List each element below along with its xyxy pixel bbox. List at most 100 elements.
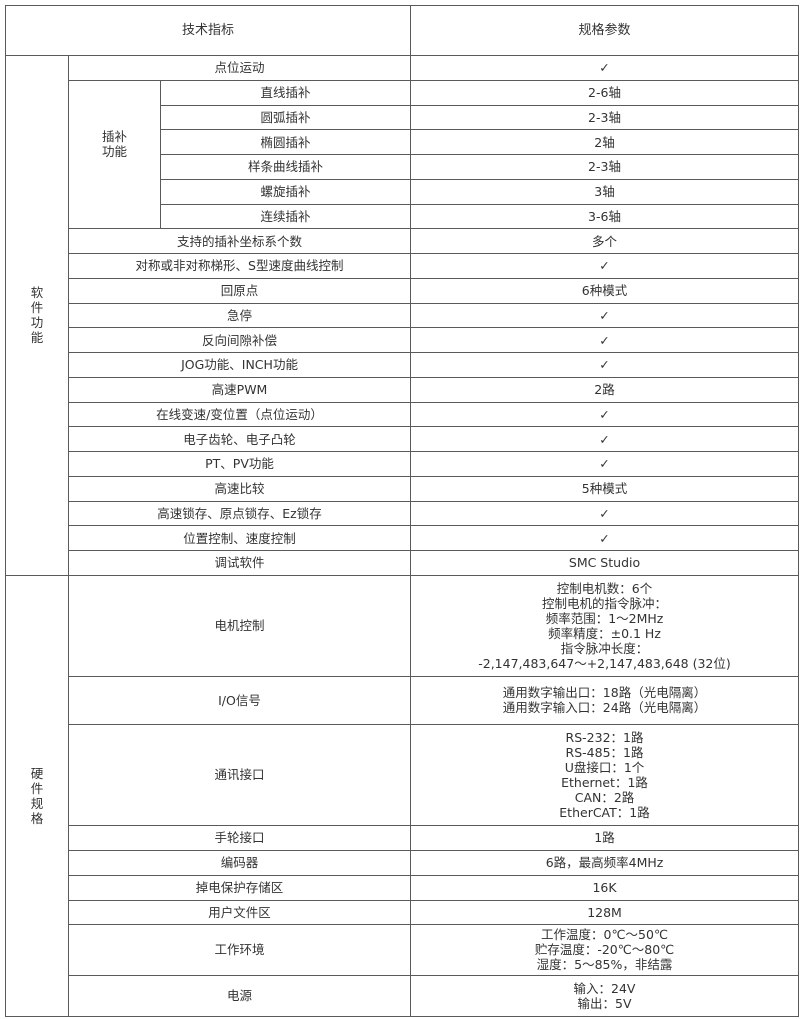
table-row: 调试软件 SMC Studio [6,550,800,576]
spec-value: 2-3轴 [410,154,800,180]
table-row: 高速PWM 2路 [6,376,800,403]
spec-line: 频率精度：±0.1 Hz [548,625,661,641]
spec-value: ✓ [410,55,800,81]
spec-name: 连续插补 [159,203,412,230]
hardware-group-label: 硬件规格 [5,574,69,1017]
spec-value: 3-6轴 [410,203,800,230]
spec-name: 高速锁存、原点锁存、Ez锁存 [67,500,412,527]
spec-line: Ethernet：1路 [561,774,648,790]
spec-line: RS-232：1路 [565,729,644,745]
table-row: 对称或非对称梯形、S型速度曲线控制 ✓ [6,253,800,279]
spec-line: 6路，最高频率4MHz [545,855,664,871]
spec-value: ✓ [410,426,800,452]
spec-line: 128M [587,904,622,920]
table-row: 螺旋插补 3轴 [6,178,800,205]
table-row: 通讯接口 RS-232：1路 RS-485：1路 U盘接口：1个 Ethernet：1路… [6,723,800,826]
spec-value: ✓ [410,525,800,551]
spec-value: 6种模式 [410,277,800,304]
spec-line: 贮存温度：-20℃～80℃ [534,942,675,958]
table-row: 掉电保护存储区 16K [6,874,800,901]
spec-value: 128M [410,899,800,925]
spec-name: 位置控制、速度控制 [67,525,412,551]
spec-value: 2-3轴 [410,104,800,131]
spec-value: 2路 [410,376,800,403]
table-row: 电源 输入：24V 输出：5V [6,974,800,1017]
table-row: 椭圆插补 2轴 [6,129,800,155]
spec-line: 控制电机数：6个 [556,580,653,596]
spec-name: I/O信号 [67,675,412,725]
spec-value: 16K [410,874,800,901]
spec-line: 通用数字输入口：24路（光电隔离） [502,700,707,716]
table-row: 高速比较 5种模式 [6,475,800,502]
spec-value: 6路，最高频率4MHz [410,849,800,876]
spec-table: 技术指标 规格参数 软件功能 点位运动 ✓ 插补功能 直线插补 2-6轴 圆弧插补 2-3轴 椭圆插… [4,5,800,1017]
table-row: 急停 ✓ [6,302,800,329]
spec-line: 频率范围：1～2MHz [545,610,664,626]
table-row: JOG功能、INCH功能 ✓ [6,352,800,378]
spec-value: ✓ [410,352,800,378]
table-row: 插补功能 直线插补 2-6轴 [6,79,800,230]
spec-name: 圆弧插补 [159,104,412,131]
spec-line: 16K [592,880,617,896]
spec-name: 工作环境 [67,923,412,976]
spec-line: 湿度：5～85%，非结露 [536,957,673,973]
table-row: 位置控制、速度控制 ✓ [6,525,800,551]
spec-value: ✓ [410,253,800,279]
table-row: 高速锁存、原点锁存、Ez锁存 ✓ [6,500,800,527]
spec-value: 输入：24V 输出：5V [410,974,800,1017]
spec-name: 电机控制 [67,574,412,677]
spec-line: -2,147,483,647～+2,147,483,648 (32位) [478,655,731,671]
spec-name: 手轮接口 [67,824,412,851]
spec-line: 输入：24V [573,980,636,996]
spec-name: 用户文件区 [67,899,412,925]
spec-value: 2轴 [410,129,800,155]
spec-value: 1路 [410,824,800,851]
spec-name: PT、PV功能 [67,451,412,477]
table-row: 反向间隙补偿 ✓ [6,327,800,353]
table-row: PT、PV功能 ✓ [6,451,800,477]
spec-name: 螺旋插补 [159,178,412,205]
spec-name: 通讯接口 [67,723,412,826]
table-row: 手轮接口 1路 [6,824,800,851]
spec-name: 急停 [67,302,412,329]
spec-name: 高速比较 [67,475,412,502]
table-row: 技术指标 规格参数 [4,5,800,56]
spec-name: 回原点 [67,277,412,304]
table-row: 电子齿轮、电子凸轮 ✓ [6,426,800,452]
spec-name: 样条曲线插补 [159,154,412,180]
table-row: 硬件规格 电机控制 控制电机数：6个 控制电机的指令脉冲： 频率范围：1～2MHz 频率精… [5,574,800,1017]
spec-line: 控制电机的指令脉冲： [542,595,668,611]
spec-name: 掉电保护存储区 [67,874,412,901]
table-row: 支持的插补坐标系个数 多个 [6,228,800,254]
header-spec: 规格参数 [410,5,800,56]
spec-name: 在线变速/变位置（点位运动） [67,401,412,428]
spec-name: 调试软件 [67,550,412,576]
spec-value: ✓ [410,327,800,353]
spec-line: CAN：2路 [574,789,635,805]
spec-value: 多个 [410,228,800,254]
spec-name: 电源 [67,974,412,1017]
table-row: 回原点 6种模式 [6,277,800,304]
spec-value: 3轴 [410,178,800,205]
spec-name: 对称或非对称梯形、S型速度曲线控制 [67,253,412,279]
spec-value: 5种模式 [410,475,800,502]
table-row: 连续插补 3-6轴 [6,203,800,230]
table-row: I/O信号 通用数字输出口：18路（光电隔离） 通用数字输入口：24路（光电隔离） [6,675,800,725]
spec-name: 反向间隙补偿 [67,327,412,353]
header-indicator: 技术指标 [4,5,412,56]
spec-name: JOG功能、INCH功能 [67,352,412,378]
spec-name: 椭圆插补 [159,129,412,155]
spec-value: ✓ [410,401,800,428]
spec-line: RS-485：1路 [565,744,644,760]
spec-line: 工作温度：0℃～50℃ [541,927,668,943]
spec-line: 1路 [594,830,615,846]
table-row: 软件功能 点位运动 ✓ [5,55,800,576]
spec-name: 编码器 [67,849,412,876]
spec-value: ✓ [410,500,800,527]
spec-name: 直线插补 [159,79,412,106]
spec-name: 高速PWM [67,376,412,403]
spec-value: ✓ [410,302,800,329]
spec-value: ✓ [410,451,800,477]
spec-value: 工作温度：0℃～50℃ 贮存温度：-20℃～80℃ 湿度：5～85%，非结露 [410,923,800,976]
interp-group-label: 插补功能 [68,79,161,230]
